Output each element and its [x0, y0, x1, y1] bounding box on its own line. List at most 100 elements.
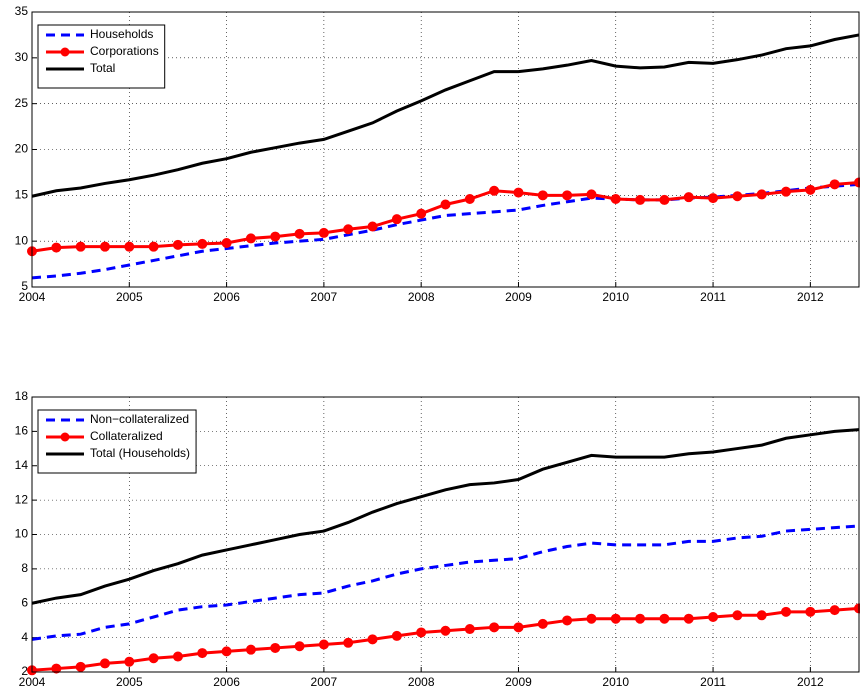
x-tick-label: 2006 — [213, 675, 240, 689]
x-tick-label: 2005 — [116, 675, 143, 689]
data-point — [733, 611, 742, 620]
data-point — [100, 659, 109, 668]
data-point — [563, 616, 572, 625]
data-point — [392, 631, 401, 640]
legend-label: Non−collateralized — [90, 412, 189, 426]
data-point — [392, 215, 401, 224]
data-point — [198, 239, 207, 248]
data-point — [344, 638, 353, 647]
y-tick-label: 14 — [15, 458, 29, 472]
data-point — [733, 192, 742, 201]
data-point — [660, 195, 669, 204]
data-point — [271, 232, 280, 241]
x-tick-label: 2011 — [700, 290, 726, 304]
x-tick-label: 2005 — [116, 290, 143, 304]
x-tick-label: 2006 — [213, 290, 240, 304]
y-tick-label: 10 — [15, 233, 29, 247]
legend-label: Households — [90, 27, 153, 41]
data-point — [173, 240, 182, 249]
data-point — [514, 623, 523, 632]
legend-label: Total — [90, 61, 115, 75]
y-tick-label: 10 — [15, 527, 29, 541]
data-point — [709, 194, 718, 203]
data-point — [149, 654, 158, 663]
y-tick-label: 15 — [15, 188, 29, 202]
data-point — [757, 611, 766, 620]
x-tick-label: 2008 — [408, 675, 435, 689]
data-point — [465, 625, 474, 634]
data-point — [636, 614, 645, 623]
x-tick-label: 2011 — [700, 675, 726, 689]
data-point — [246, 645, 255, 654]
data-point — [514, 188, 523, 197]
data-point — [782, 187, 791, 196]
y-tick-label: 35 — [15, 4, 29, 18]
y-tick-label: 12 — [15, 492, 29, 506]
data-point — [344, 225, 353, 234]
data-point — [757, 190, 766, 199]
data-point — [806, 607, 815, 616]
data-point — [684, 614, 693, 623]
data-point — [125, 242, 134, 251]
data-point — [806, 185, 815, 194]
data-point — [222, 647, 231, 656]
data-point — [830, 180, 839, 189]
data-point — [587, 190, 596, 199]
y-tick-label: 30 — [15, 50, 29, 64]
data-point — [100, 242, 109, 251]
data-point — [76, 662, 85, 671]
y-tick-label: 4 — [21, 630, 28, 644]
data-point — [490, 186, 499, 195]
x-tick-label: 2009 — [505, 675, 532, 689]
data-point — [246, 234, 255, 243]
data-point — [295, 229, 304, 238]
x-tick-label: 2010 — [602, 675, 629, 689]
legend-marker — [61, 48, 70, 57]
data-point — [319, 640, 328, 649]
x-tick-label: 2012 — [797, 290, 824, 304]
x-tick-label: 2007 — [311, 675, 338, 689]
data-point — [173, 652, 182, 661]
y-tick-label: 8 — [21, 561, 28, 575]
data-point — [660, 614, 669, 623]
data-point — [417, 628, 426, 637]
data-point — [490, 623, 499, 632]
x-tick-label: 2012 — [797, 675, 824, 689]
data-point — [271, 643, 280, 652]
legend-marker — [61, 433, 70, 442]
x-tick-label: 2010 — [602, 290, 629, 304]
data-point — [198, 649, 207, 658]
data-point — [636, 195, 645, 204]
data-point — [368, 635, 377, 644]
data-point — [76, 242, 85, 251]
data-point — [684, 193, 693, 202]
y-tick-label: 16 — [15, 424, 29, 438]
data-point — [465, 195, 474, 204]
data-point — [52, 243, 61, 252]
data-point — [563, 191, 572, 200]
x-tick-label: 2009 — [505, 290, 532, 304]
y-tick-label: 6 — [21, 595, 28, 609]
data-point — [709, 613, 718, 622]
data-point — [611, 195, 620, 204]
legend-label: Collateralized — [90, 429, 163, 443]
y-tick-label: 18 — [15, 389, 29, 403]
data-point — [441, 200, 450, 209]
data-point — [417, 209, 426, 218]
data-point — [587, 614, 596, 623]
data-point — [611, 614, 620, 623]
data-point — [538, 191, 547, 200]
data-point — [222, 239, 231, 248]
data-point — [441, 626, 450, 635]
y-tick-label: 20 — [15, 142, 29, 156]
data-point — [125, 657, 134, 666]
data-point — [295, 642, 304, 651]
data-point — [319, 228, 328, 237]
x-tick-label: 2008 — [408, 290, 435, 304]
